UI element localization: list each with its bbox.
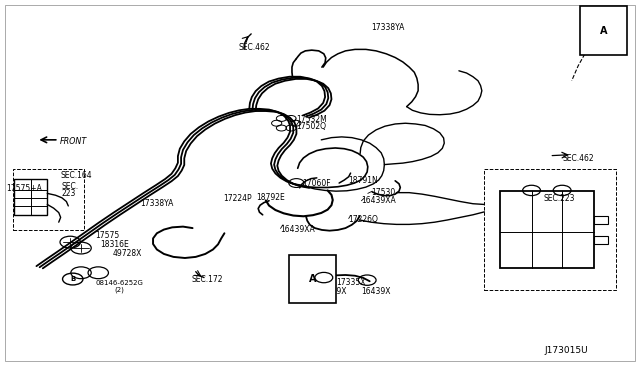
Text: 16439X: 16439X: [362, 287, 391, 296]
Text: 17060F: 17060F: [302, 179, 331, 187]
Text: 17502Q: 17502Q: [296, 122, 326, 131]
Text: A: A: [308, 274, 316, 284]
Text: 223: 223: [62, 189, 76, 198]
Text: 17532M: 17532M: [296, 115, 326, 124]
Text: FRONT: FRONT: [60, 137, 87, 146]
Text: SEC.172: SEC.172: [191, 275, 223, 283]
Text: 17530: 17530: [371, 188, 396, 197]
Text: 18792E: 18792E: [256, 193, 285, 202]
Text: 08146-6252G: 08146-6252G: [96, 280, 143, 286]
Text: 17338YA: 17338YA: [371, 23, 404, 32]
Text: 17335X: 17335X: [336, 278, 365, 287]
Text: 17575+A: 17575+A: [6, 185, 42, 193]
Text: (2): (2): [115, 287, 125, 294]
Bar: [594, 215, 608, 224]
Text: 16439X: 16439X: [317, 287, 346, 296]
Text: SEC.164: SEC.164: [60, 171, 92, 180]
Text: SEC.462: SEC.462: [239, 43, 270, 52]
Text: 17338YA: 17338YA: [140, 199, 173, 208]
Text: B: B: [70, 276, 76, 282]
Text: 17226Q: 17226Q: [349, 215, 378, 224]
Text: SEC.462: SEC.462: [562, 154, 594, 163]
Text: 16439XA: 16439XA: [280, 225, 316, 234]
Bar: [594, 236, 608, 244]
Text: 17224P: 17224P: [223, 195, 252, 203]
Text: 18791N: 18791N: [349, 176, 378, 185]
Text: J173015U: J173015U: [544, 346, 588, 355]
Text: SEC.223: SEC.223: [543, 195, 575, 203]
Text: 17575: 17575: [96, 231, 120, 240]
Text: 16439XA: 16439XA: [362, 196, 396, 205]
Bar: [14, 179, 47, 215]
Text: 49728X: 49728X: [113, 249, 142, 258]
Text: 18316E: 18316E: [100, 240, 129, 249]
Text: A: A: [600, 26, 607, 36]
Text: SEC.: SEC.: [62, 182, 79, 191]
